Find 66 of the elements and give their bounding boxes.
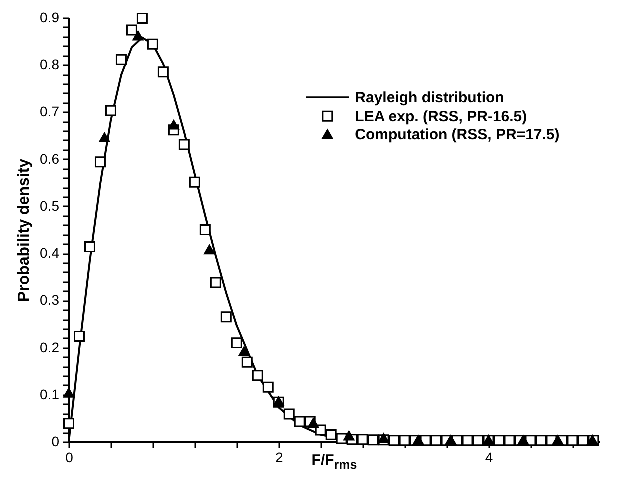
x-tick-label: 0	[66, 450, 74, 466]
point	[326, 429, 337, 440]
point	[368, 434, 379, 446]
point	[132, 31, 144, 41]
point	[344, 431, 355, 441]
point	[220, 312, 232, 323]
point	[518, 435, 529, 445]
point	[462, 435, 474, 446]
x-axis-title: F/F$_{rms}$	[312, 452, 358, 472]
point	[567, 435, 578, 446]
y-tick-label: 0.6	[40, 150, 60, 167]
y-tick-label: 0.8	[40, 56, 60, 73]
point	[99, 132, 110, 143]
point	[64, 418, 74, 430]
point	[504, 435, 516, 446]
point	[388, 435, 400, 446]
point	[158, 66, 169, 78]
point	[200, 224, 211, 236]
y-tick-label: 0.3	[40, 292, 60, 308]
point	[552, 435, 564, 445]
point	[284, 408, 295, 420]
point	[315, 424, 326, 436]
point	[472, 435, 484, 446]
point	[262, 382, 274, 393]
y-tick-label: 0.1	[40, 386, 60, 402]
point	[94, 156, 106, 168]
x-tick-label: 4	[485, 450, 494, 466]
point	[116, 54, 127, 66]
point	[204, 244, 216, 255]
x-tick-label: 2	[275, 450, 284, 466]
point	[494, 435, 505, 446]
point	[189, 176, 200, 188]
y-tick-label: 0	[52, 434, 60, 450]
point	[238, 346, 250, 356]
point	[74, 330, 85, 342]
point	[231, 338, 242, 349]
point	[412, 435, 424, 445]
point	[84, 241, 96, 252]
point	[399, 435, 410, 446]
point	[357, 434, 368, 446]
point	[252, 370, 264, 382]
point	[147, 38, 158, 50]
legend-label: LEA exp. (RSS, PR-16.5)	[355, 108, 528, 126]
y-tick-label: 0.7	[40, 104, 60, 120]
y-tick-label: 0.4	[40, 245, 60, 262]
point	[242, 356, 253, 368]
point	[136, 12, 148, 24]
y-tick-label: 0.5	[40, 198, 60, 214]
point	[64, 388, 74, 398]
point	[178, 139, 190, 150]
point	[430, 435, 442, 446]
point	[168, 120, 180, 130]
y-axis-title: Probability density	[16, 158, 34, 302]
legend-label: Computation (RSS, PR=17.5)	[355, 126, 560, 144]
point	[378, 433, 390, 444]
point	[445, 435, 456, 445]
legend-label: Rayleigh distribution	[355, 89, 504, 106]
point	[578, 435, 589, 446]
point	[105, 105, 116, 116]
point	[294, 416, 306, 428]
y-tick-label: 0.2	[40, 339, 60, 356]
point	[126, 24, 138, 36]
y-tick-label: 0.9	[40, 10, 60, 26]
point	[308, 418, 320, 428]
point	[536, 435, 547, 446]
point	[210, 277, 222, 288]
